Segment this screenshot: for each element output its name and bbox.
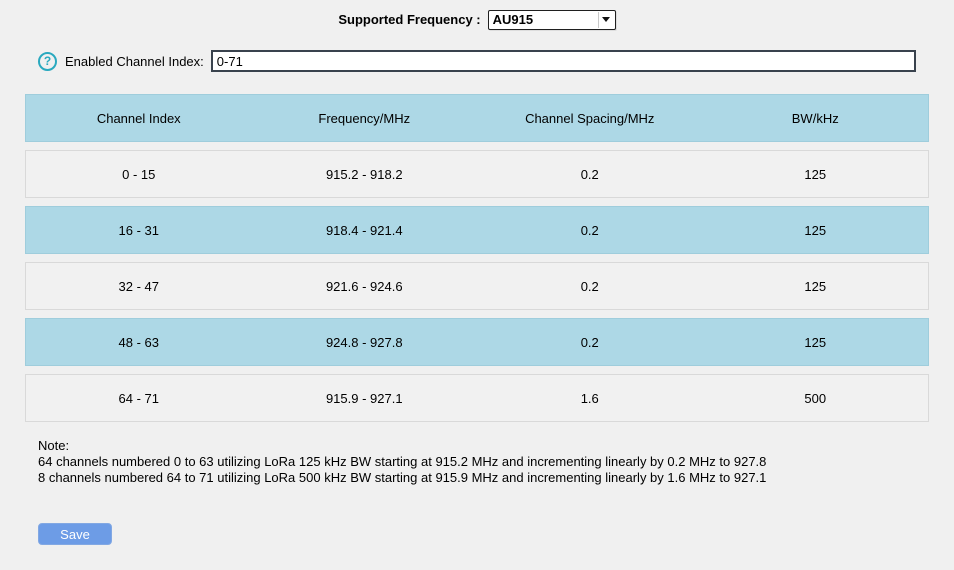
cell-bw: 125 xyxy=(804,334,827,350)
header-bw: BW/kHz xyxy=(791,110,839,126)
table-row: 32 - 47 921.6 - 924.6 0.2 125 xyxy=(25,262,929,310)
table-row: 0 - 15 915.2 - 918.2 0.2 125 xyxy=(25,150,929,198)
frequency-select-value: AU915 xyxy=(492,12,534,27)
cell-channel-spacing: 0.2 xyxy=(580,334,599,350)
save-button[interactable]: Save xyxy=(38,523,112,545)
cell-frequency: 915.2 - 918.2 xyxy=(325,166,403,182)
channel-index-label: Enabled Channel Index: xyxy=(65,53,204,69)
cell-channel-spacing: 0.2 xyxy=(580,166,599,182)
table-row: 48 - 63 924.8 - 927.8 0.2 125 xyxy=(25,318,929,366)
cell-channel-index: 16 - 31 xyxy=(118,222,159,238)
help-icon[interactable]: ? xyxy=(38,51,57,71)
cell-channel-spacing: 0.2 xyxy=(580,222,599,238)
header-channel-spacing: Channel Spacing/MHz xyxy=(525,110,655,126)
cell-frequency: 918.4 - 921.4 xyxy=(325,222,403,238)
frequency-select[interactable]: AU915 xyxy=(487,9,616,30)
frequency-label: Supported Frequency : xyxy=(338,12,481,27)
note-line-1: 64 channels numbered 0 to 63 utilizing L… xyxy=(38,454,767,469)
cell-channel-index: 32 - 47 xyxy=(118,278,159,294)
table-header-row: Channel Index Frequency/MHz Channel Spac… xyxy=(25,94,929,142)
cell-channel-index: 0 - 15 xyxy=(122,166,156,182)
header-frequency: Frequency/MHz xyxy=(318,110,411,126)
cell-frequency: 915.9 - 927.1 xyxy=(325,390,403,406)
cell-channel-index: 64 - 71 xyxy=(118,390,159,406)
channel-index-row: ? Enabled Channel Index: xyxy=(0,50,954,72)
cell-bw: 125 xyxy=(804,166,827,182)
cell-frequency: 921.6 - 924.6 xyxy=(325,278,403,294)
channel-table: Channel Index Frequency/MHz Channel Spac… xyxy=(25,94,929,422)
cell-bw: 500 xyxy=(804,390,827,406)
note-block: Note: 64 channels numbered 0 to 63 utili… xyxy=(38,438,916,486)
dropdown-arrow-icon xyxy=(597,11,614,28)
channel-index-input[interactable] xyxy=(210,50,916,72)
note-title: Note: xyxy=(38,438,70,453)
cell-channel-index: 48 - 63 xyxy=(118,334,159,350)
table-row: 64 - 71 915.9 - 927.1 1.6 500 xyxy=(25,374,929,422)
note-line-2: 8 channels numbered 64 to 71 utilizing L… xyxy=(38,470,767,485)
cell-channel-spacing: 1.6 xyxy=(580,390,599,406)
cell-frequency: 924.8 - 927.8 xyxy=(325,334,403,350)
cell-channel-spacing: 0.2 xyxy=(580,278,599,294)
frequency-row: Supported Frequency : AU915 xyxy=(0,0,954,30)
header-channel-index: Channel Index xyxy=(96,110,181,126)
table-row: 16 - 31 918.4 - 921.4 0.2 125 xyxy=(25,206,929,254)
cell-bw: 125 xyxy=(804,222,827,238)
cell-bw: 125 xyxy=(804,278,827,294)
